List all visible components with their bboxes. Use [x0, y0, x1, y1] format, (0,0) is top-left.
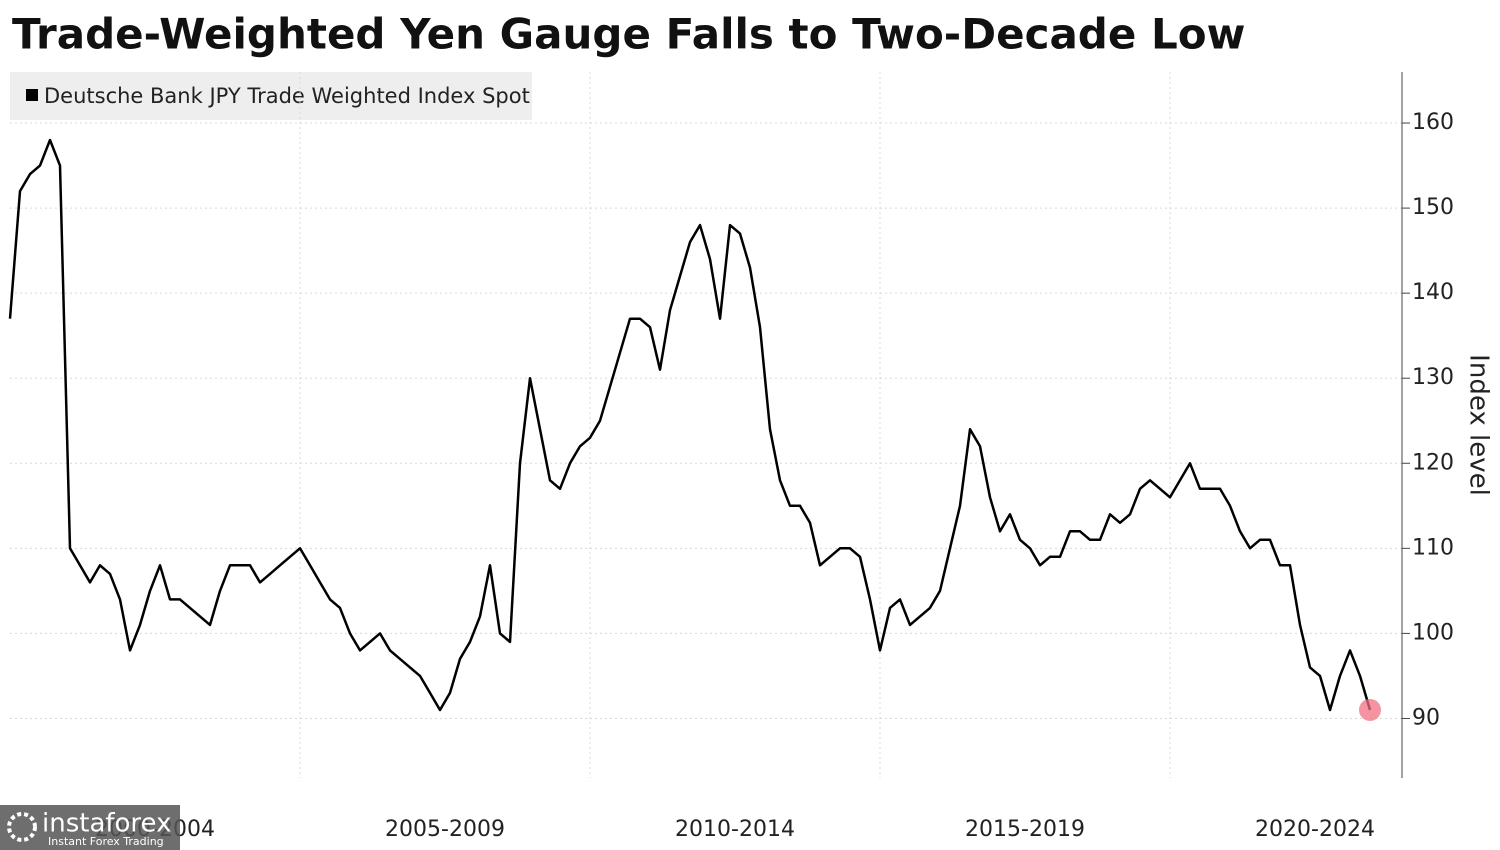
- watermark-tagline: Instant Forex Trading: [48, 835, 164, 848]
- watermark-logo: [7, 812, 37, 842]
- watermark-name: instaforex: [42, 809, 171, 839]
- watermark-box: [0, 805, 180, 850]
- y-tick-label: 150: [1412, 195, 1454, 220]
- y-tick-label: 110: [1412, 535, 1454, 560]
- line: [8, 138, 1372, 712]
- x-tick-label: 2005-2009: [385, 817, 505, 842]
- y-axis-title: Index level: [1464, 354, 1494, 496]
- last-point: [1359, 698, 1381, 721]
- y-tick-label: 140: [1412, 280, 1454, 305]
- y-tick-label: 120: [1412, 450, 1454, 475]
- x-tick-label: 2020-2024: [1255, 817, 1375, 842]
- y-tick-label: 130: [1412, 365, 1454, 390]
- chart-title: Trade-Weighted Yen Gauge Falls to Two-De…: [12, 10, 1245, 59]
- y-tick-label: 160: [1412, 110, 1454, 135]
- y-tick-label: 100: [1412, 620, 1454, 645]
- legend-label: Deutsche Bank JPY Trade Weighted Index S…: [44, 84, 530, 108]
- y-tick-label: 90: [1412, 705, 1440, 730]
- x-tick-label: 2015-2019: [965, 817, 1085, 842]
- legend-swatch: [26, 89, 38, 101]
- legend-box: [10, 72, 532, 120]
- x-tick-label: 2010-2014: [675, 817, 795, 842]
